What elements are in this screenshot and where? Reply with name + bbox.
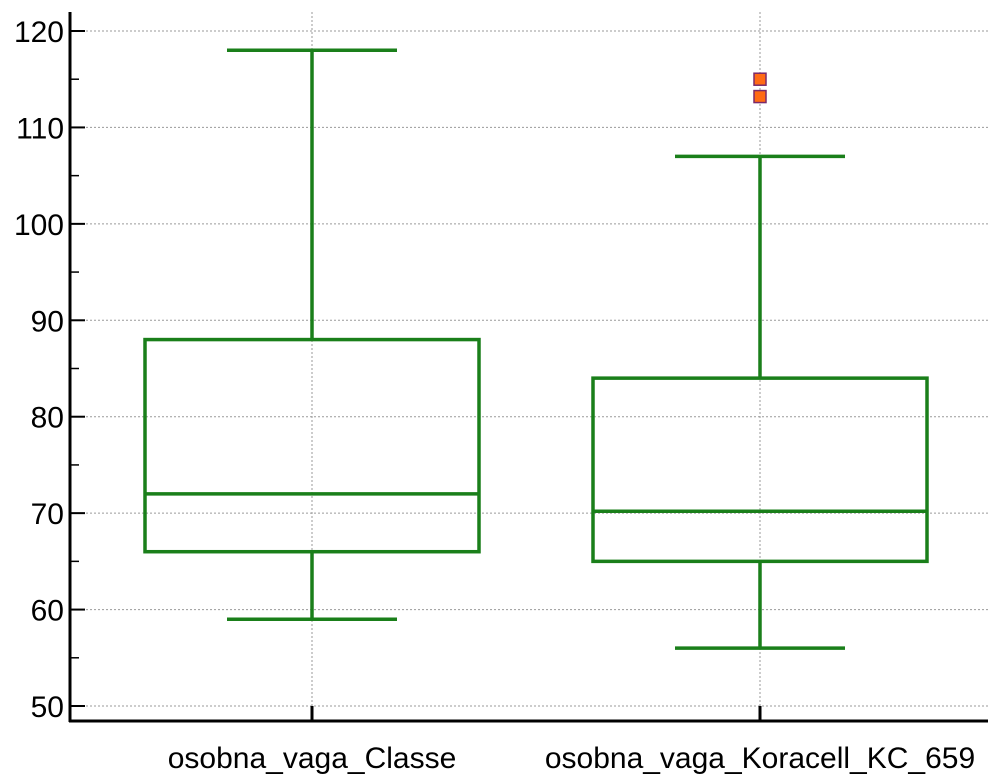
y-tick-label: 50 bbox=[31, 691, 64, 724]
outlier-point bbox=[753, 89, 767, 104]
y-tick-label: 120 bbox=[14, 16, 64, 49]
y-tick-label: 110 bbox=[16, 112, 64, 145]
axis-layer bbox=[68, 12, 988, 723]
y-tick-label: 90 bbox=[31, 305, 64, 338]
category-label: osobna_vaga_Koracell_KC_659 bbox=[545, 742, 975, 775]
category-label: osobna_vaga_Classe bbox=[168, 742, 457, 775]
label-layer: 50 60 70 80 90 100 110 120 osobna_vaga_Classe oso… bbox=[14, 16, 975, 775]
box-iqr bbox=[143, 337, 481, 554]
y-tick-label: 60 bbox=[31, 595, 64, 628]
y-tick-label: 70 bbox=[31, 498, 64, 531]
grid-layer bbox=[70, 12, 988, 721]
y-tick-label: 100 bbox=[14, 209, 64, 242]
box-layer bbox=[143, 48, 929, 650]
outlier-point bbox=[753, 72, 767, 86]
box-iqr bbox=[591, 376, 929, 564]
y-tick-label: 80 bbox=[31, 402, 64, 435]
